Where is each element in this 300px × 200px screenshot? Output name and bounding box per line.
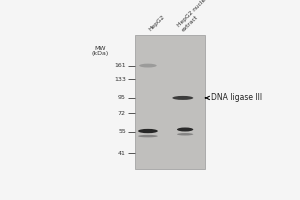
Ellipse shape — [138, 129, 158, 133]
Text: 72: 72 — [118, 111, 126, 116]
Text: 41: 41 — [118, 151, 126, 156]
Text: MW
(kDa): MW (kDa) — [92, 46, 109, 56]
Text: HepG2 nuclear
extract: HepG2 nuclear extract — [176, 0, 215, 32]
Text: 55: 55 — [118, 129, 126, 134]
Text: 95: 95 — [118, 95, 126, 100]
Text: 133: 133 — [114, 77, 126, 82]
Ellipse shape — [177, 133, 193, 135]
Text: DNA ligase III: DNA ligase III — [211, 93, 262, 102]
Text: HepG2: HepG2 — [148, 15, 166, 32]
FancyBboxPatch shape — [135, 35, 205, 169]
Text: 161: 161 — [114, 63, 126, 68]
Ellipse shape — [172, 96, 193, 100]
Ellipse shape — [139, 64, 157, 68]
Ellipse shape — [138, 135, 158, 137]
Ellipse shape — [177, 127, 193, 131]
